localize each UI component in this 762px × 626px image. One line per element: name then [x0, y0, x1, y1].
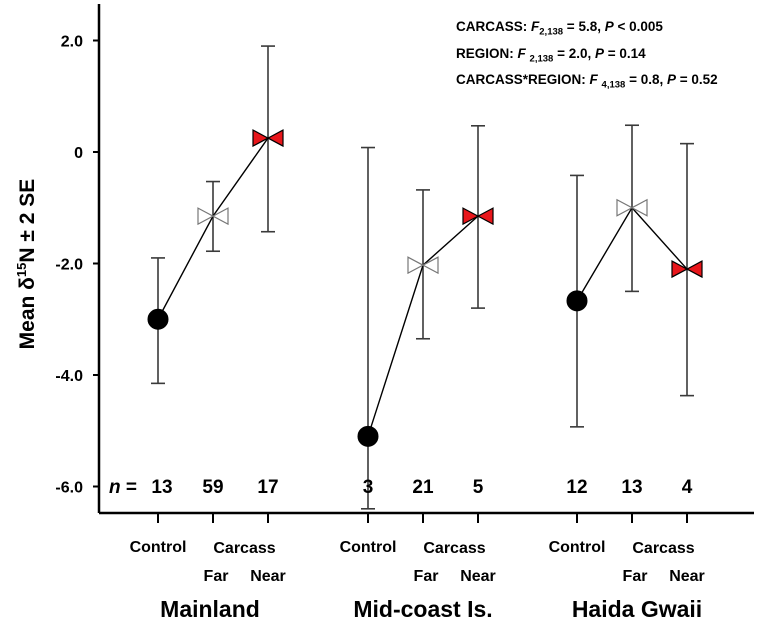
x-label-far: Far: [414, 568, 439, 585]
x-label-control: Control: [130, 539, 187, 556]
y-tick-label: -4.0: [55, 368, 83, 385]
statistics-annotation: CARCASS: F2,138 = 5.8, P < 0.005 REGION:…: [456, 16, 718, 96]
error-bars: [151, 45, 694, 510]
marker-control: [566, 290, 588, 312]
n-label: 3: [363, 477, 374, 498]
y-axis-label: Mean δ15N ± 2 SE: [14, 178, 39, 350]
x-label-far: Far: [204, 568, 229, 585]
x-label-near: Near: [460, 568, 496, 585]
region-label: Haida Gwaii: [572, 596, 702, 622]
marker-far: [616, 198, 648, 217]
n-label: 12: [566, 477, 587, 498]
marker-near: [252, 129, 284, 148]
marker-control: [147, 308, 169, 330]
stat-line-carcass: CARCASS: F2,138 = 5.8, P < 0.005: [456, 19, 663, 38]
x-label-carcass: Carcass: [632, 540, 694, 557]
x-label-near: Near: [250, 568, 286, 585]
y-tick-label: 0: [74, 145, 83, 162]
n-label: 5: [473, 477, 484, 498]
x-label-near: Near: [669, 568, 705, 585]
y-tick-label: -2.0: [55, 257, 83, 274]
x-label-far: Far: [623, 568, 648, 585]
y-tick-label: -6.0: [55, 480, 83, 497]
y-tick-label: 2.0: [61, 34, 83, 51]
region-label: Mid-coast Is.: [353, 596, 492, 622]
stat-line-interaction: CARCASS*REGION: F 4,138 = 0.8, P = 0.52: [456, 72, 718, 92]
axes: [97, 4, 754, 523]
x-label-control: Control: [549, 539, 606, 556]
x-label-carcass: Carcass: [423, 540, 485, 557]
n-label: 13: [151, 477, 172, 498]
n-label: 4: [682, 477, 693, 498]
x-label-control: Control: [340, 539, 397, 556]
region-label: Mainland: [160, 596, 260, 622]
marker-far: [407, 256, 439, 275]
sample-size-labels: n = 13 59 17 3 21 5 12 13 4: [109, 477, 693, 498]
stat-line-region: REGION: F 2,138 = 2.0, P = 0.14: [456, 45, 646, 65]
y-axis-ticks: 2.0 0 -2.0 -4.0 -6.0: [55, 34, 99, 497]
n-label: 21: [412, 477, 434, 498]
marker-near: [462, 207, 494, 226]
n-prefix-label: n =: [109, 477, 137, 498]
n-label: 17: [257, 477, 278, 498]
n-label: 59: [202, 477, 223, 498]
x-label-carcass: Carcass: [213, 540, 275, 557]
markers: [147, 129, 703, 447]
marker-near: [671, 260, 703, 279]
marker-far: [197, 207, 229, 226]
n-label: 13: [621, 477, 642, 498]
x-axis-labels: Control Carcass Far Near Control Carcass Far Ne…: [130, 539, 705, 622]
marker-control: [357, 425, 379, 447]
